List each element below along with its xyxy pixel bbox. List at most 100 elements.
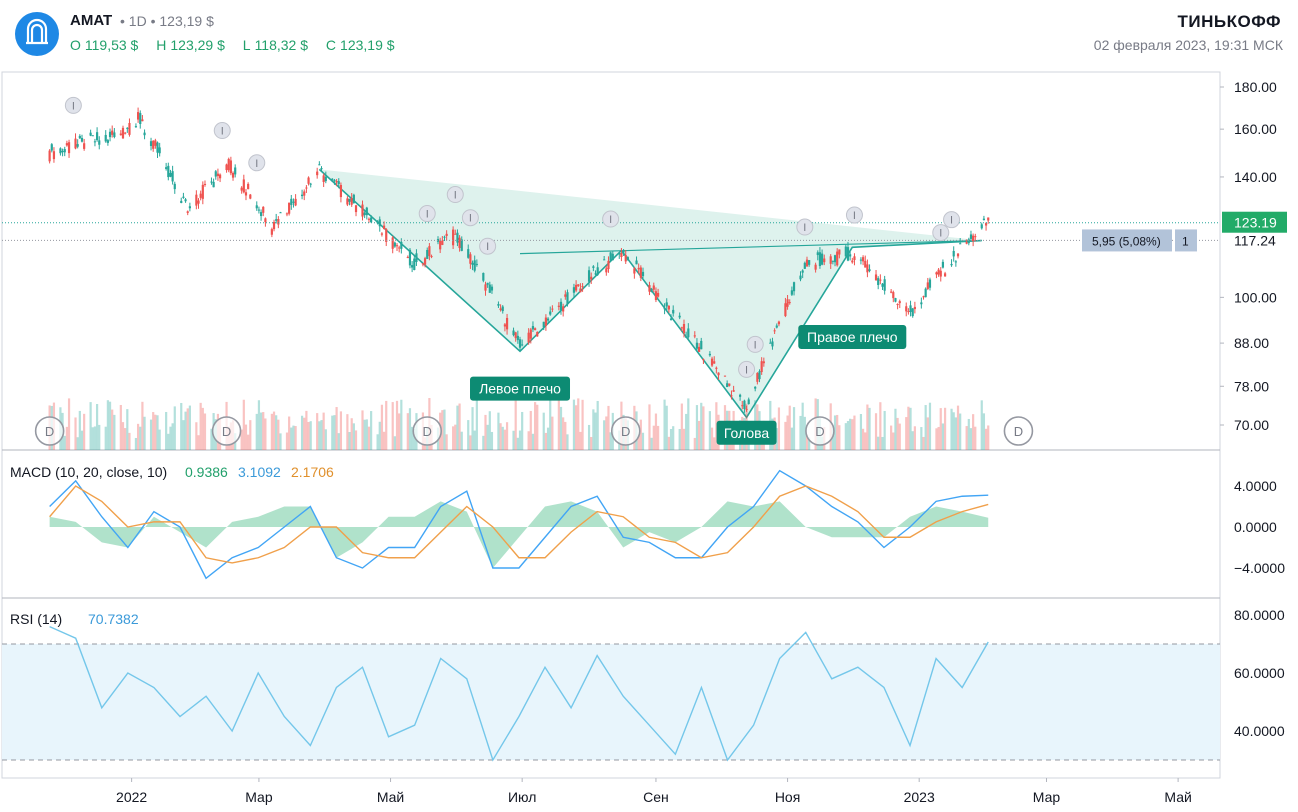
volume-bar xyxy=(557,399,560,450)
candle-body xyxy=(624,255,627,262)
volume-bar xyxy=(702,406,705,450)
volume-bar xyxy=(339,411,343,450)
volume-bar xyxy=(475,400,478,450)
candle-body xyxy=(229,160,232,174)
open-key: O xyxy=(70,37,81,53)
candle-body xyxy=(633,268,636,274)
volume-bar xyxy=(911,431,914,450)
volume-bar xyxy=(883,410,886,450)
candle-body xyxy=(717,372,720,376)
volume-bar xyxy=(473,430,476,450)
candle-body xyxy=(514,332,517,339)
volume-bar xyxy=(318,421,321,450)
macd-value: 2.1706 xyxy=(291,464,334,480)
candle-body xyxy=(926,282,929,289)
candle-body xyxy=(823,258,826,263)
volume-bar xyxy=(173,406,176,450)
volume-bar xyxy=(928,402,932,450)
candle-body xyxy=(234,167,237,175)
candle-body xyxy=(575,284,578,291)
volume-bar xyxy=(672,426,675,450)
candle-body xyxy=(954,261,957,263)
candle-body xyxy=(777,321,781,325)
volume-bar xyxy=(149,419,153,450)
volume-bar xyxy=(354,430,358,450)
candle-body xyxy=(913,306,916,310)
volume-bar xyxy=(849,418,852,450)
candle-body xyxy=(657,292,660,297)
candle-body xyxy=(152,140,155,149)
candle-body xyxy=(452,229,455,246)
pattern-label-box xyxy=(716,420,777,445)
candle-body xyxy=(413,258,416,271)
volume-bar xyxy=(549,398,552,450)
candle-body xyxy=(637,267,640,270)
candle-body xyxy=(262,206,265,213)
volume-bar xyxy=(350,418,353,450)
volume-bar xyxy=(195,422,198,450)
volume-bar xyxy=(846,421,850,450)
candle-body xyxy=(436,238,440,242)
candle-body xyxy=(654,291,658,301)
volume-bar xyxy=(108,401,112,450)
volume-bar xyxy=(180,402,183,450)
volume-bar xyxy=(913,426,916,450)
candle-body xyxy=(700,340,703,350)
candle-body xyxy=(76,144,79,147)
candle-body xyxy=(987,217,990,221)
candle-body xyxy=(149,141,153,146)
volume-bar xyxy=(363,419,366,450)
candle-body xyxy=(859,259,863,261)
y-axis-label: 70.00 xyxy=(1234,417,1269,433)
pattern-label: Правое плечо xyxy=(807,329,898,345)
volume-bar xyxy=(139,426,142,450)
candle-body xyxy=(559,301,563,311)
candle-body xyxy=(956,253,960,257)
volume-bar xyxy=(316,413,319,450)
candle-body xyxy=(74,138,77,149)
volume-bar xyxy=(967,418,970,450)
candle-body xyxy=(365,207,368,216)
measure-count-tag xyxy=(1175,229,1197,252)
volume-bar xyxy=(501,426,504,450)
candle-body xyxy=(423,258,427,265)
candle-body xyxy=(139,113,142,125)
volume-bar xyxy=(943,407,947,450)
candle-body xyxy=(546,318,550,321)
candle-body xyxy=(98,140,101,145)
x-axis-label: 2023 xyxy=(904,789,935,805)
candle-body xyxy=(247,183,250,190)
event-marker-i-label: I xyxy=(609,214,612,226)
volume-bar xyxy=(713,437,716,450)
candle-body xyxy=(820,253,824,265)
candle-body xyxy=(853,256,856,261)
candle-body xyxy=(363,212,366,216)
candle-body xyxy=(723,375,727,377)
volume-bar xyxy=(866,404,869,450)
candle-body xyxy=(428,246,431,257)
candle-body xyxy=(490,286,494,291)
volume-bar xyxy=(247,434,250,450)
pattern-label: Голова xyxy=(724,425,770,441)
rsi-y-label: 80.0000 xyxy=(1234,607,1285,623)
candle-body xyxy=(713,361,716,364)
volume-bar xyxy=(348,432,351,450)
candle-body xyxy=(577,284,580,287)
volume-bar xyxy=(240,429,243,450)
candle-body xyxy=(805,259,809,267)
candle-body xyxy=(361,204,364,217)
volume-bar xyxy=(154,414,157,450)
price-chart[interactable]: 2022 Мар Май Июл Сен Ноя 2023 Мар Май180.00160.0… xyxy=(0,68,1298,812)
event-marker-d xyxy=(805,416,835,446)
candle-body xyxy=(272,221,276,230)
candle-body xyxy=(294,198,297,206)
candle-body xyxy=(65,143,68,146)
y-axis-label: 140.00 xyxy=(1234,169,1277,185)
volume-bar xyxy=(833,415,837,450)
candle-body xyxy=(380,233,384,235)
low-key: L xyxy=(242,37,251,53)
candle-body xyxy=(83,143,86,149)
volume-bar xyxy=(909,407,912,450)
candle-body xyxy=(67,142,71,154)
candle-body xyxy=(892,292,895,299)
